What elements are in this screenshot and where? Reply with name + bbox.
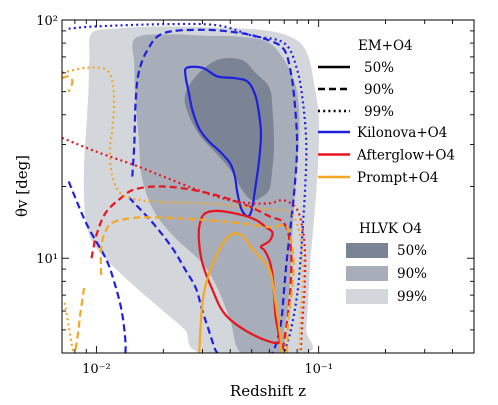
- legend-style-label: 99%: [364, 104, 394, 120]
- afterglow-contour-99: [62, 136, 307, 353]
- x-tick-label: 10⁻²: [82, 362, 111, 377]
- legend-style-label: 50%: [364, 60, 394, 76]
- x-axis-label: Redshift z: [230, 382, 306, 400]
- hlvk-contour-50: [184, 58, 275, 201]
- legend-em-title: EM+O4: [358, 38, 413, 54]
- prompt-contour-99: [62, 66, 305, 353]
- kilonova-contour-90: [128, 196, 219, 353]
- legend-series-label: Kilonova+O4: [357, 125, 447, 141]
- y-tick-label: 10¹: [36, 252, 58, 267]
- kilonova-contour-90: [67, 181, 127, 353]
- prompt-contour-90: [62, 75, 74, 93]
- x-tick-label: 10⁻¹: [304, 362, 333, 377]
- legend-style-label: 90%: [364, 82, 394, 98]
- legend-hlvk-label: 50%: [397, 243, 427, 259]
- legend-hlvk-swatch-99: [346, 289, 388, 304]
- kilonova-contour-99: [68, 22, 308, 353]
- axis-ticks: 10⁻² 10⁻¹ 10¹ 10²: [36, 14, 474, 377]
- prompt-contour-90: [73, 287, 86, 353]
- prompt-contour-90: [99, 216, 295, 353]
- prompt-contour-50: [198, 232, 283, 353]
- hlvk-filled-contours: [83, 26, 320, 353]
- em-line-contours: [62, 22, 308, 353]
- legend-hlvk-label: 99%: [397, 289, 427, 305]
- legend-hlvk-swatch-50: [346, 243, 388, 258]
- legend-hlvk-label: 90%: [397, 266, 427, 282]
- legend-series-label: Afterglow+O4: [356, 148, 455, 164]
- legend-hlvk-title: HLVK O4: [359, 221, 422, 237]
- kilonova-contour-90: [131, 28, 299, 353]
- legend-hlvk-swatch-90: [346, 266, 388, 281]
- legend-series-label: Prompt+O4: [357, 170, 439, 186]
- y-tick-label: 10²: [36, 14, 58, 29]
- legend-hlvk: HLVK O4 50% 90% 99%: [346, 221, 427, 305]
- y-axis-label: θv [deg]: [13, 155, 31, 217]
- afterglow-contour-90: [90, 185, 293, 353]
- legend-em: EM+O4 50% 90% 99% Kilonova+O4 Afterglow+O4 Pro…: [318, 38, 455, 186]
- prompt-contour-99: [63, 302, 76, 353]
